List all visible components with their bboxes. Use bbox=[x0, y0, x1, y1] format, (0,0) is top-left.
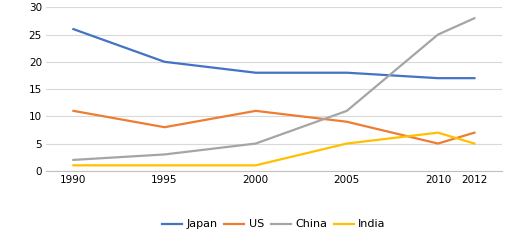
India bbox=[435, 131, 441, 134]
Japan bbox=[435, 77, 441, 80]
US bbox=[252, 109, 259, 112]
China bbox=[344, 109, 350, 112]
India bbox=[472, 142, 478, 145]
China bbox=[70, 158, 76, 161]
Japan bbox=[161, 60, 167, 63]
Japan bbox=[252, 71, 259, 74]
China bbox=[472, 17, 478, 20]
India bbox=[344, 142, 350, 145]
Line: Japan: Japan bbox=[73, 29, 475, 78]
Line: US: US bbox=[73, 111, 475, 143]
US bbox=[70, 109, 76, 112]
India bbox=[70, 164, 76, 167]
Japan bbox=[344, 71, 350, 74]
India bbox=[252, 164, 259, 167]
US bbox=[435, 142, 441, 145]
China bbox=[161, 153, 167, 156]
Line: India: India bbox=[73, 133, 475, 165]
Japan bbox=[70, 28, 76, 30]
China bbox=[252, 142, 259, 145]
Line: China: China bbox=[73, 18, 475, 160]
India bbox=[161, 164, 167, 167]
Japan bbox=[472, 77, 478, 80]
China bbox=[435, 33, 441, 36]
US bbox=[161, 126, 167, 129]
US bbox=[472, 131, 478, 134]
Legend: Japan, US, China, India: Japan, US, China, India bbox=[158, 215, 390, 234]
US bbox=[344, 120, 350, 123]
